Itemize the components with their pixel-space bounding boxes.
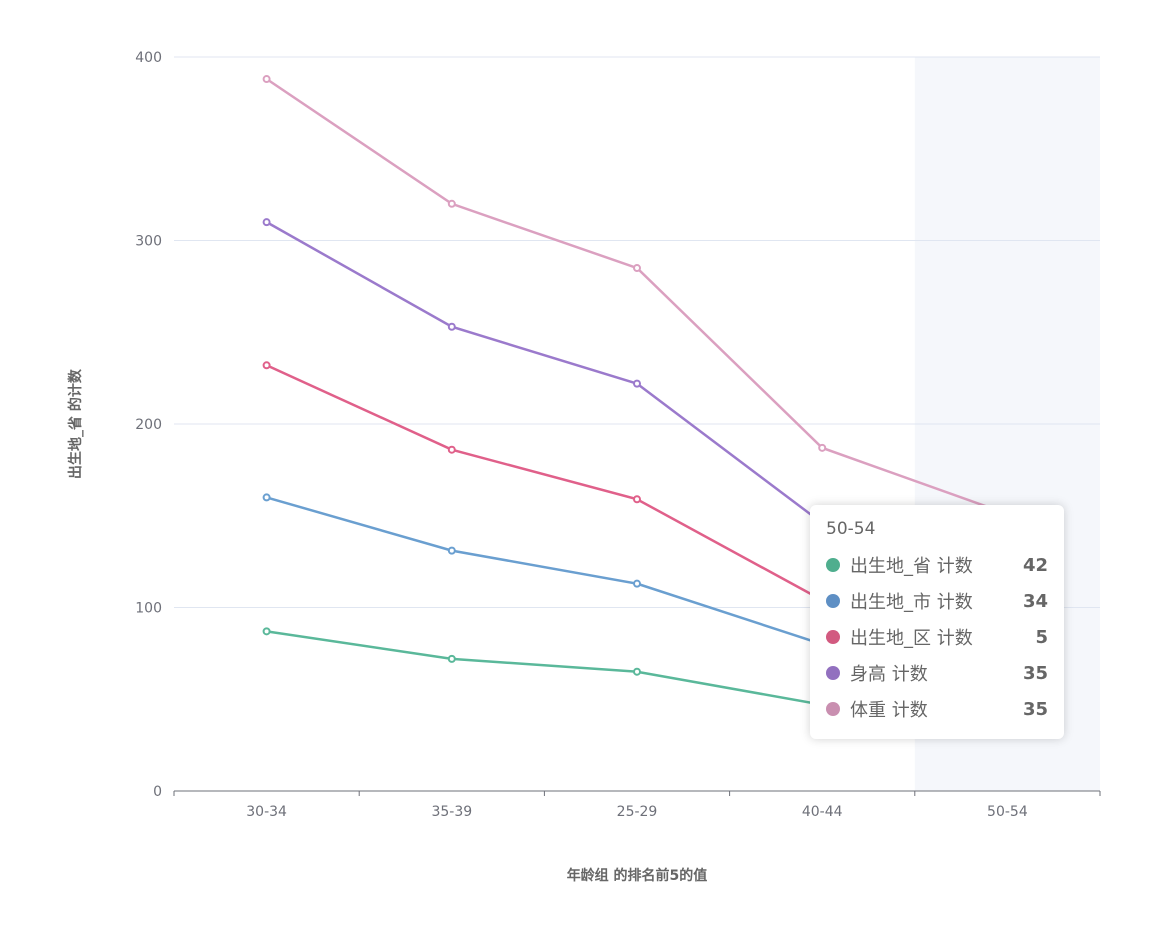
- data-point: [633, 495, 641, 504]
- data-point: [633, 264, 641, 273]
- tooltip-value: 35: [1022, 698, 1048, 720]
- data-point: [447, 322, 456, 331]
- data-point: [447, 654, 456, 663]
- y-tick-label: 400: [135, 50, 162, 66]
- data-point: [262, 493, 271, 502]
- tooltip-value: 42: [1022, 554, 1048, 576]
- series-marker-icon: [826, 594, 840, 608]
- tooltip-row: 出生地_省 计数 42: [826, 547, 1048, 583]
- x-tick-label: 50-54: [987, 804, 1028, 820]
- tooltip-row: 出生地_区 计数 5: [826, 619, 1048, 655]
- y-tick-label: 100: [135, 601, 162, 617]
- tooltip-label: 出生地_市 计数: [850, 592, 973, 613]
- y-axis-title: 出生地_省 的计数: [67, 368, 84, 479]
- x-tick-label: 35-39: [431, 804, 472, 820]
- data-point: [447, 546, 456, 555]
- series-marker-icon: [826, 630, 840, 644]
- tooltip-row: 出生地_市 计数 34: [826, 583, 1048, 619]
- data-point: [447, 199, 456, 208]
- tooltip-value: 5: [1035, 626, 1048, 648]
- x-tick-label: 25-29: [617, 804, 658, 820]
- data-point: [262, 75, 271, 84]
- x-axis-title: 年龄组 的排名前5的值: [567, 867, 708, 884]
- data-point: [818, 443, 827, 452]
- series-marker-icon: [826, 666, 840, 680]
- data-point: [633, 379, 641, 388]
- y-tick-label: 0: [153, 784, 162, 800]
- data-point: [262, 361, 271, 370]
- tooltip-label: 身高 计数: [850, 664, 928, 685]
- tooltip: 50-54 出生地_省 计数 42 出生地_市 计数 34 出生地_区 计数 5 身高 计数…: [810, 505, 1064, 739]
- x-tick-label: 40-44: [802, 804, 843, 820]
- series-marker-icon: [826, 702, 840, 716]
- data-point: [447, 445, 456, 454]
- tooltip-title: 50-54: [826, 519, 876, 539]
- series-marker-icon: [826, 558, 840, 572]
- data-point: [262, 627, 271, 636]
- tooltip-label: 体重 计数: [850, 700, 928, 721]
- tooltip-row: 体重 计数 35: [826, 691, 1048, 727]
- data-point: [633, 579, 641, 588]
- series-line-5: [265, 77, 1008, 516]
- tooltip-value: 35: [1022, 662, 1048, 684]
- tooltip-label: 出生地_区 计数: [850, 628, 973, 649]
- tooltip-label: 出生地_省 计数: [850, 556, 973, 577]
- data-point: [633, 667, 641, 676]
- tooltip-row: 身高 计数 35: [826, 655, 1048, 691]
- tooltip-value: 34: [1022, 590, 1048, 612]
- y-tick-label: 200: [135, 417, 162, 433]
- data-point: [262, 218, 271, 227]
- x-tick-label: 30-34: [246, 804, 287, 820]
- y-tick-label: 300: [135, 234, 162, 250]
